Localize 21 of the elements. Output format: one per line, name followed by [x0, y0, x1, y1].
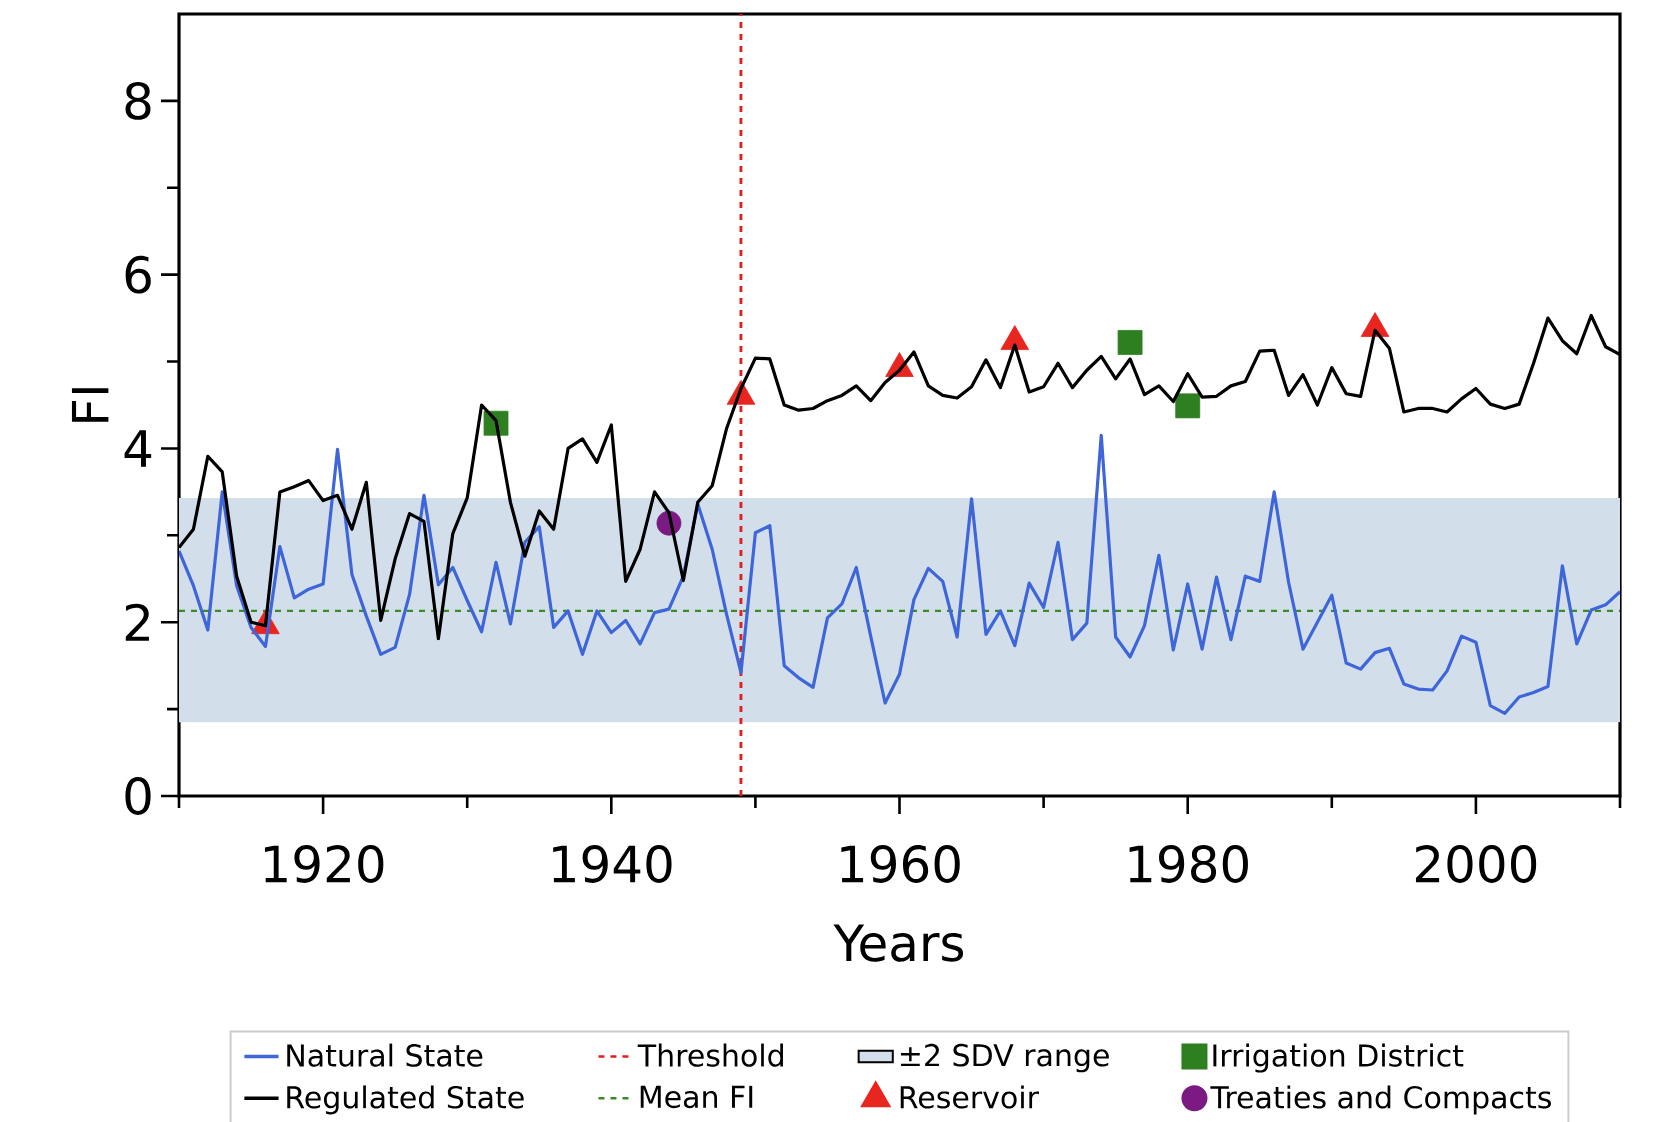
- y-tick-label: 4: [124, 430, 152, 467]
- x-tick-label: 1980: [1129, 845, 1248, 883]
- y-tick-label: 6: [125, 255, 151, 294]
- y-tick-label: 2: [125, 603, 149, 641]
- y-tick-label: 0: [125, 777, 151, 815]
- x-axis-title: Years: [833, 924, 964, 962]
- legend-label: Reservoir: [900, 1085, 1039, 1109]
- y-tick-label: 8: [125, 81, 151, 120]
- legend-label: Regulated State: [287, 1085, 524, 1115]
- legend-label: Threshold: [637, 1043, 783, 1067]
- x-tick-label: 1940: [553, 845, 672, 883]
- legend-label: Irrigation District: [1213, 1043, 1464, 1073]
- x-tick-label: 1960: [841, 845, 960, 883]
- x-tick-label: 2000: [1415, 845, 1537, 883]
- legend-label: Natural State: [287, 1043, 483, 1067]
- legend-label: ±2 SDV range: [900, 1043, 1109, 1073]
- x-tick-label: 1920: [264, 845, 384, 883]
- legend-label: Mean FI: [640, 1085, 753, 1109]
- legend-label: Treaties and Compacts: [1210, 1085, 1551, 1115]
- y-axis-title: FI: [71, 388, 109, 422]
- line-series: [179, 433, 1621, 716]
